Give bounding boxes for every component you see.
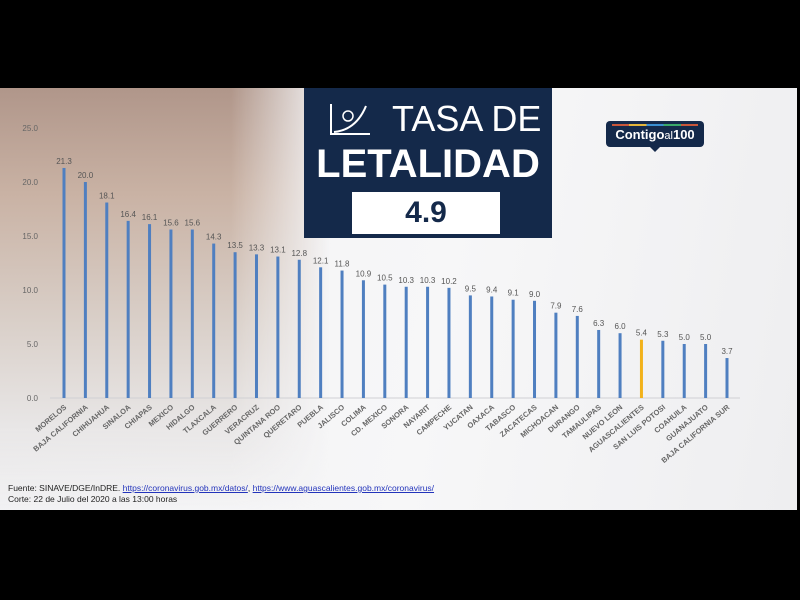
data-label: 12.8 [291, 249, 307, 258]
bar-cd-mexico [383, 284, 387, 398]
source-link-1[interactable]: https://coronavirus.gob.mx/datos/ [122, 483, 248, 493]
bar-zacatecas [533, 300, 537, 398]
data-label: 20.0 [78, 171, 94, 180]
data-label: 21.3 [56, 157, 72, 166]
bar-veracruz [254, 254, 258, 398]
data-label: 16.4 [120, 210, 136, 219]
source-link-2[interactable]: https://www.aguascalientes.gob.mx/corona… [252, 483, 435, 493]
bar-aguascalientes [639, 339, 643, 398]
data-label: 9.1 [508, 289, 520, 298]
data-label: 11.8 [335, 260, 351, 269]
bar-coahuila [682, 344, 686, 398]
data-label: 10.9 [356, 269, 372, 278]
data-label: 16.1 [142, 213, 158, 222]
slide: 0.0 5.0 10.0 15.0 20.0 25.0 21.3 MORELOS 20.0 BAJ… [0, 88, 797, 510]
y-tick-label: 20.0 [22, 178, 38, 187]
source-label: Fuente: SINAVE/DGE/InDRE. [8, 483, 121, 493]
data-label: 13.5 [227, 241, 243, 250]
data-label: 5.0 [679, 333, 691, 342]
logo-text: Contigo [615, 127, 665, 142]
bar-durango [575, 315, 579, 398]
bar-oaxaca [490, 296, 494, 398]
data-label: 3.7 [721, 347, 733, 356]
bar-chihuahua [105, 202, 109, 398]
y-tick-label: 25.0 [22, 124, 38, 133]
bar-guanajuato [704, 344, 708, 398]
data-label: 9.4 [486, 285, 498, 294]
title-panel: TASA DE LETALIDAD 4.9 [304, 88, 552, 238]
bar-sinaloa [126, 220, 130, 398]
separator: , [247, 483, 251, 493]
bar-baja-california-sur [725, 358, 729, 398]
bar-chiapas [148, 224, 152, 398]
bar-mexico [169, 229, 173, 398]
data-label: 5.4 [636, 329, 648, 338]
national-rate: 4.9 [352, 192, 500, 234]
data-label: 9.0 [529, 290, 541, 299]
data-label: 6.3 [593, 319, 605, 328]
bar-quintana-roo [276, 256, 280, 398]
data-label: 15.6 [163, 219, 179, 228]
bar-nayarit [426, 286, 430, 398]
data-label: 10.3 [398, 276, 414, 285]
logo-small: al [664, 130, 673, 142]
bar-puebla [319, 267, 323, 398]
data-label: 6.0 [615, 322, 627, 331]
data-label: 9.5 [465, 284, 477, 293]
data-label: 10.2 [441, 277, 457, 286]
y-tick-label: 0.0 [27, 394, 39, 403]
bar-hidalgo [190, 229, 194, 398]
data-label: 15.6 [185, 219, 201, 228]
bar-san-luis-potosi [661, 340, 665, 398]
data-label: 10.3 [420, 276, 436, 285]
data-label: 18.1 [99, 192, 115, 201]
y-tick-label: 15.0 [22, 232, 38, 241]
data-label: 13.1 [270, 246, 286, 255]
bar-tlaxcala [212, 243, 216, 398]
data-label: 12.1 [313, 256, 329, 265]
logo-number: 100 [672, 127, 695, 142]
bar-jalisco [340, 270, 344, 398]
data-label: 14.3 [206, 233, 222, 242]
bar-yucatan [468, 295, 472, 398]
bar-tamaulipas [597, 329, 601, 398]
data-label: 5.0 [700, 333, 712, 342]
bar-morelos [62, 167, 66, 398]
y-tick-label: 10.0 [22, 286, 38, 295]
bar-baja-california [83, 182, 87, 398]
bar-queretaro [297, 259, 301, 398]
bar-chart: 0.05.010.015.020.025.021.3MORELOS20.0BAJ… [22, 124, 740, 465]
title-line2: LETALIDAD [316, 142, 540, 186]
bar-tabasco [511, 299, 515, 398]
bar-sonora [404, 286, 408, 398]
bar-nuevo-leon [618, 333, 622, 398]
bar-michoacan [554, 312, 558, 398]
data-label: 10.5 [377, 274, 393, 283]
data-label: 7.9 [550, 302, 562, 311]
bar-colima [361, 280, 365, 398]
footer: Fuente: SINAVE/DGE/InDRE. https://corona… [8, 483, 434, 505]
bar-campeche [447, 287, 451, 398]
growth-chart-icon [330, 104, 370, 135]
background-photo [0, 88, 330, 510]
data-label: 7.6 [572, 305, 584, 314]
title-line1: TASA DE [392, 98, 542, 139]
cutoff-date: Corte: 22 de Julio del 2020 a las 13:00 … [8, 494, 178, 504]
bar-guerrero [233, 252, 237, 398]
contigo-logo: Contigoal100 [606, 121, 704, 152]
y-tick-label: 5.0 [27, 340, 39, 349]
data-label: 5.3 [657, 330, 669, 339]
data-label: 13.3 [249, 243, 265, 252]
